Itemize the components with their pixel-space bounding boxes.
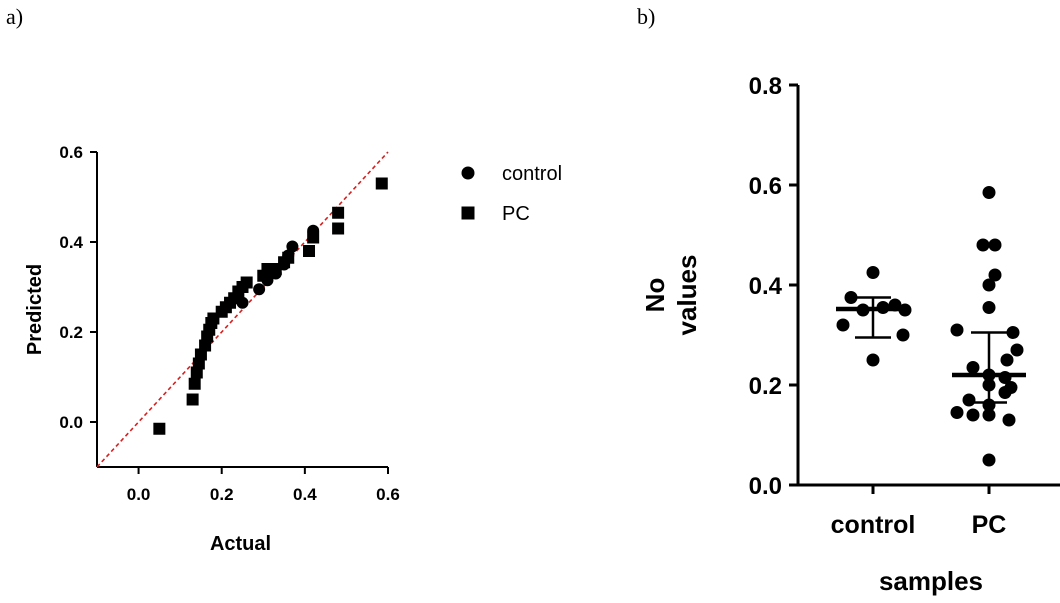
chart-a: 0.0 0.2 0.4 0.6 0.0 0.2 0.4 0.6 Actual Predicted c… (24, 143, 562, 555)
x-tick-label: 0.4 (293, 485, 317, 504)
pc-point (375, 177, 388, 190)
y-tick-label: 0.4 (749, 273, 783, 300)
x-tick-label: 0.0 (127, 485, 151, 504)
control-dot (866, 353, 880, 367)
x-category-label: PC (972, 511, 1007, 539)
y-axis-title-line: values (672, 255, 702, 336)
pc-point (240, 276, 253, 289)
x-category-label: control (831, 511, 916, 539)
y-axis-title: Predicted (24, 264, 46, 355)
panel-label-a: a) (6, 4, 24, 29)
pc-dot (966, 408, 980, 422)
y-tick-label: 0.8 (749, 73, 782, 100)
pc-dot (1002, 413, 1016, 427)
pc-dot (962, 393, 976, 407)
reference-line (96, 151, 389, 468)
x-tick-label: 0.6 (376, 485, 400, 504)
pc-dot (982, 408, 996, 422)
control-point (253, 283, 266, 296)
y-tick-label: 0.0 (749, 473, 782, 500)
chart-b: 0.0 0.2 0.4 0.6 0.8 control PC samples No values (640, 73, 1060, 596)
pc-point (307, 231, 320, 244)
y-tick-label: 0.4 (59, 233, 83, 252)
control-dot (896, 328, 910, 342)
pc-dot (982, 186, 996, 199)
pc-dot (966, 361, 980, 374)
pc-point (153, 422, 166, 435)
pc-dot (982, 453, 996, 467)
pc-point (186, 393, 199, 406)
pc-dot (1000, 353, 1014, 367)
y-axis-title-line: No (640, 278, 670, 313)
y-tick-label: 0.6 (749, 173, 782, 200)
pc-dot (988, 238, 1002, 252)
pc-dot (1006, 326, 1020, 339)
legend-label: PC (502, 203, 530, 225)
control-point (286, 240, 299, 253)
pc-dot (1010, 343, 1024, 357)
pc-dot (982, 278, 996, 292)
control-dot (844, 291, 858, 304)
y-tick-label: 0.2 (59, 323, 83, 342)
pc-dot (950, 406, 964, 419)
y-tick-label: 0.0 (59, 413, 83, 432)
pc-dot (998, 386, 1012, 399)
x-axis-title: Actual (210, 533, 271, 555)
panel-label-b: b) (637, 4, 656, 29)
pc-dot (982, 301, 996, 314)
pc-point (282, 251, 295, 264)
x-tick-label: 0.2 (210, 485, 234, 504)
control-dot (836, 318, 850, 332)
pc-point (303, 245, 316, 257)
x-axis-title: samples (879, 566, 983, 596)
pc-dot (950, 323, 964, 337)
pc-dot (976, 238, 990, 252)
y-tick-label: 0.6 (59, 143, 83, 162)
y-tick-label: 0.2 (749, 373, 782, 400)
pc-point (188, 377, 201, 390)
legend-marker-pc (461, 206, 475, 220)
pc-dot (988, 268, 1002, 282)
legend-marker-control (461, 166, 475, 180)
pc-point (332, 222, 345, 235)
legend-label: control (502, 163, 562, 185)
pc-point (332, 206, 345, 219)
control-dot (866, 266, 880, 279)
